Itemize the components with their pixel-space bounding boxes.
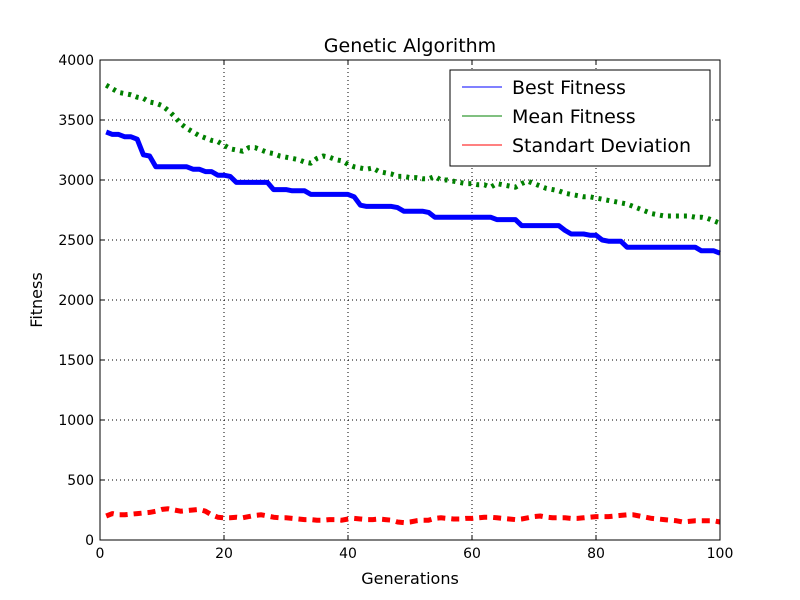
- y-tick-label: 1000: [58, 413, 94, 429]
- y-tick-label: 0: [85, 533, 94, 549]
- y-tick-label: 500: [67, 473, 94, 489]
- y-axis-title: Fitness: [27, 272, 46, 327]
- y-tick-label: 1500: [58, 353, 94, 369]
- legend-label: Standart Deviation: [512, 135, 691, 157]
- ticks: 0 20 40 60 80 1000500100015002000250030003500…: [58, 53, 733, 562]
- series-line-best-fitness: [105, 129, 721, 256]
- x-axis-title: Generations: [361, 569, 459, 588]
- legend: Best Fitness Mean Fitness Standart Deviati…: [449, 69, 711, 167]
- legend-label: Mean Fitness: [512, 106, 636, 128]
- x-tick-label: 80: [587, 546, 605, 562]
- x-tick-label: 100: [707, 546, 734, 562]
- chart-title: Genetic Algorithm: [324, 35, 496, 57]
- y-tick-label: 3000: [58, 173, 94, 189]
- x-tick-label: 0: [96, 546, 105, 562]
- series-group: [104, 83, 721, 526]
- x-tick-label: 60: [463, 546, 481, 562]
- legend-label: Best Fitness: [512, 77, 626, 99]
- y-tick-label: 4000: [58, 53, 94, 69]
- series-line-standart-deviation: [105, 506, 721, 526]
- legend-box: [449, 69, 711, 167]
- x-tick-label: 20: [215, 546, 233, 562]
- y-tick-label: 2000: [58, 293, 94, 309]
- y-tick-label: 3500: [58, 113, 94, 129]
- x-tick-label: 40: [339, 546, 357, 562]
- y-tick-label: 2500: [58, 233, 94, 249]
